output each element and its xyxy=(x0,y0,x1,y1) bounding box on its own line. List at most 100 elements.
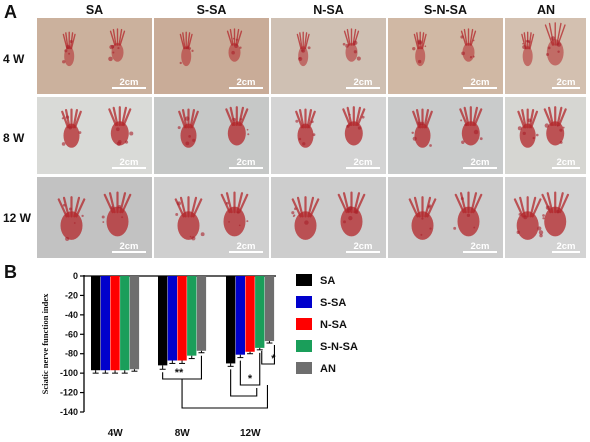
ink-speck xyxy=(460,119,463,122)
ink-speck xyxy=(238,224,241,227)
paw-print-toe xyxy=(546,192,554,214)
scale-bar-label: 2cm xyxy=(119,157,138,168)
bar-n-sa-4w xyxy=(110,276,120,371)
scale-bar-label: 2cm xyxy=(119,77,138,88)
bar-s-sa-12w xyxy=(235,276,245,355)
paw-print-palm xyxy=(223,206,246,237)
ink-speck xyxy=(78,131,82,134)
ink-speck xyxy=(562,126,565,129)
paw-print-toe xyxy=(73,110,82,129)
ink-speck xyxy=(472,55,475,58)
ink-speck xyxy=(61,142,66,146)
paw-print-toe xyxy=(548,22,555,46)
scale-bar-label: 2cm xyxy=(353,157,372,168)
y-tick-label: -100 xyxy=(60,368,78,378)
ink-speck xyxy=(117,205,122,209)
ink-speck xyxy=(192,138,196,142)
ink-speck xyxy=(101,215,105,219)
paw-print-palm xyxy=(111,43,124,62)
ink-speck xyxy=(246,220,249,223)
ink-speck xyxy=(236,122,239,125)
scale-bar-label: 2cm xyxy=(236,77,255,88)
paw-print-toe xyxy=(118,28,123,46)
ink-speck xyxy=(184,116,190,121)
paw-print-toe xyxy=(62,196,70,218)
ink-speck xyxy=(185,141,190,146)
paw-print-toe xyxy=(174,198,185,218)
ink-speck xyxy=(479,137,483,141)
significance-mark-12w-inner: * xyxy=(248,373,253,385)
ink-speck xyxy=(537,226,542,231)
paw-print-toe xyxy=(342,108,351,127)
ink-speck xyxy=(545,205,551,210)
ink-speck xyxy=(472,39,475,42)
paw-print-toe xyxy=(426,198,437,218)
paw-print-toe xyxy=(239,108,249,127)
significance-bracket-12w-right xyxy=(261,345,276,365)
ink-speck xyxy=(225,201,229,205)
paw-print-palm xyxy=(63,123,80,148)
paw-print-palm xyxy=(546,121,565,146)
bar-s-n-sa-8w xyxy=(187,276,197,356)
legend-label-sa: SA xyxy=(320,275,335,287)
paw-print-toe xyxy=(420,32,425,50)
ink-speck xyxy=(247,133,250,136)
photo-tile-12w-n-sa xyxy=(271,177,386,258)
paw-print-toe xyxy=(472,193,483,214)
significance-bracket-12w-outer xyxy=(230,369,258,397)
ink-speck xyxy=(294,207,297,210)
paw-print-toe xyxy=(529,196,537,218)
paw-print-toe xyxy=(179,33,185,50)
paw-print-toe xyxy=(556,22,562,46)
ink-speck xyxy=(421,217,424,220)
ink-speck xyxy=(474,209,476,212)
ink-speck xyxy=(357,126,362,130)
paw-print-toe xyxy=(355,193,366,214)
photo-tile-8w-s-sa xyxy=(154,97,269,174)
photo-tile-12w-s-sa xyxy=(154,177,269,258)
paw-print-toe xyxy=(309,198,320,218)
ink-speck xyxy=(473,129,479,135)
column-header-s-n-sa: S-N-SA xyxy=(423,3,468,17)
ink-speck xyxy=(559,140,563,144)
ink-speck xyxy=(348,215,353,221)
paw-print-toe xyxy=(517,110,526,129)
ink-speck xyxy=(527,40,531,44)
paw-print-toe xyxy=(236,192,244,214)
ink-speck xyxy=(73,222,76,224)
ink-speck xyxy=(121,216,124,219)
ink-speck xyxy=(111,44,115,49)
paw-print-toe xyxy=(544,24,554,46)
paw-print-toe xyxy=(298,109,305,129)
legend-swatch-an xyxy=(296,362,312,374)
paw-print-toe xyxy=(122,108,132,127)
paw-print-toe xyxy=(523,32,528,50)
photo-tile-12w-sa xyxy=(37,177,152,258)
ink-speck xyxy=(298,56,303,62)
bar-n-sa-12w xyxy=(245,276,255,352)
ink-speck xyxy=(473,226,476,229)
paw-print-toe xyxy=(346,28,351,46)
ink-speck xyxy=(232,117,236,122)
column-header-an: AN xyxy=(536,3,556,17)
paw-print-toe xyxy=(178,110,187,129)
legend-label-s-sa: S-SA xyxy=(320,297,346,309)
bar-an-12w xyxy=(264,276,275,342)
photo-tile-12w-s-n-sa xyxy=(388,177,503,258)
ink-speck xyxy=(522,42,524,45)
ink-speck xyxy=(527,118,532,123)
row-header-12w: 12 W xyxy=(3,211,32,225)
paw-print-toe xyxy=(307,110,316,129)
paw-print-palm xyxy=(461,121,480,146)
column-header-n-sa: N-SA xyxy=(313,3,344,17)
ink-speck xyxy=(129,131,134,136)
ink-speck xyxy=(516,230,520,234)
bar-an-4w xyxy=(129,276,140,370)
ink-speck xyxy=(200,232,205,237)
ink-speck xyxy=(464,123,467,127)
bar-sa-4w xyxy=(91,276,101,371)
paw-print-toe xyxy=(463,28,468,46)
paw-print-toe xyxy=(190,110,199,129)
paw-print-toe xyxy=(121,106,128,127)
paw-print-toe xyxy=(189,109,196,129)
